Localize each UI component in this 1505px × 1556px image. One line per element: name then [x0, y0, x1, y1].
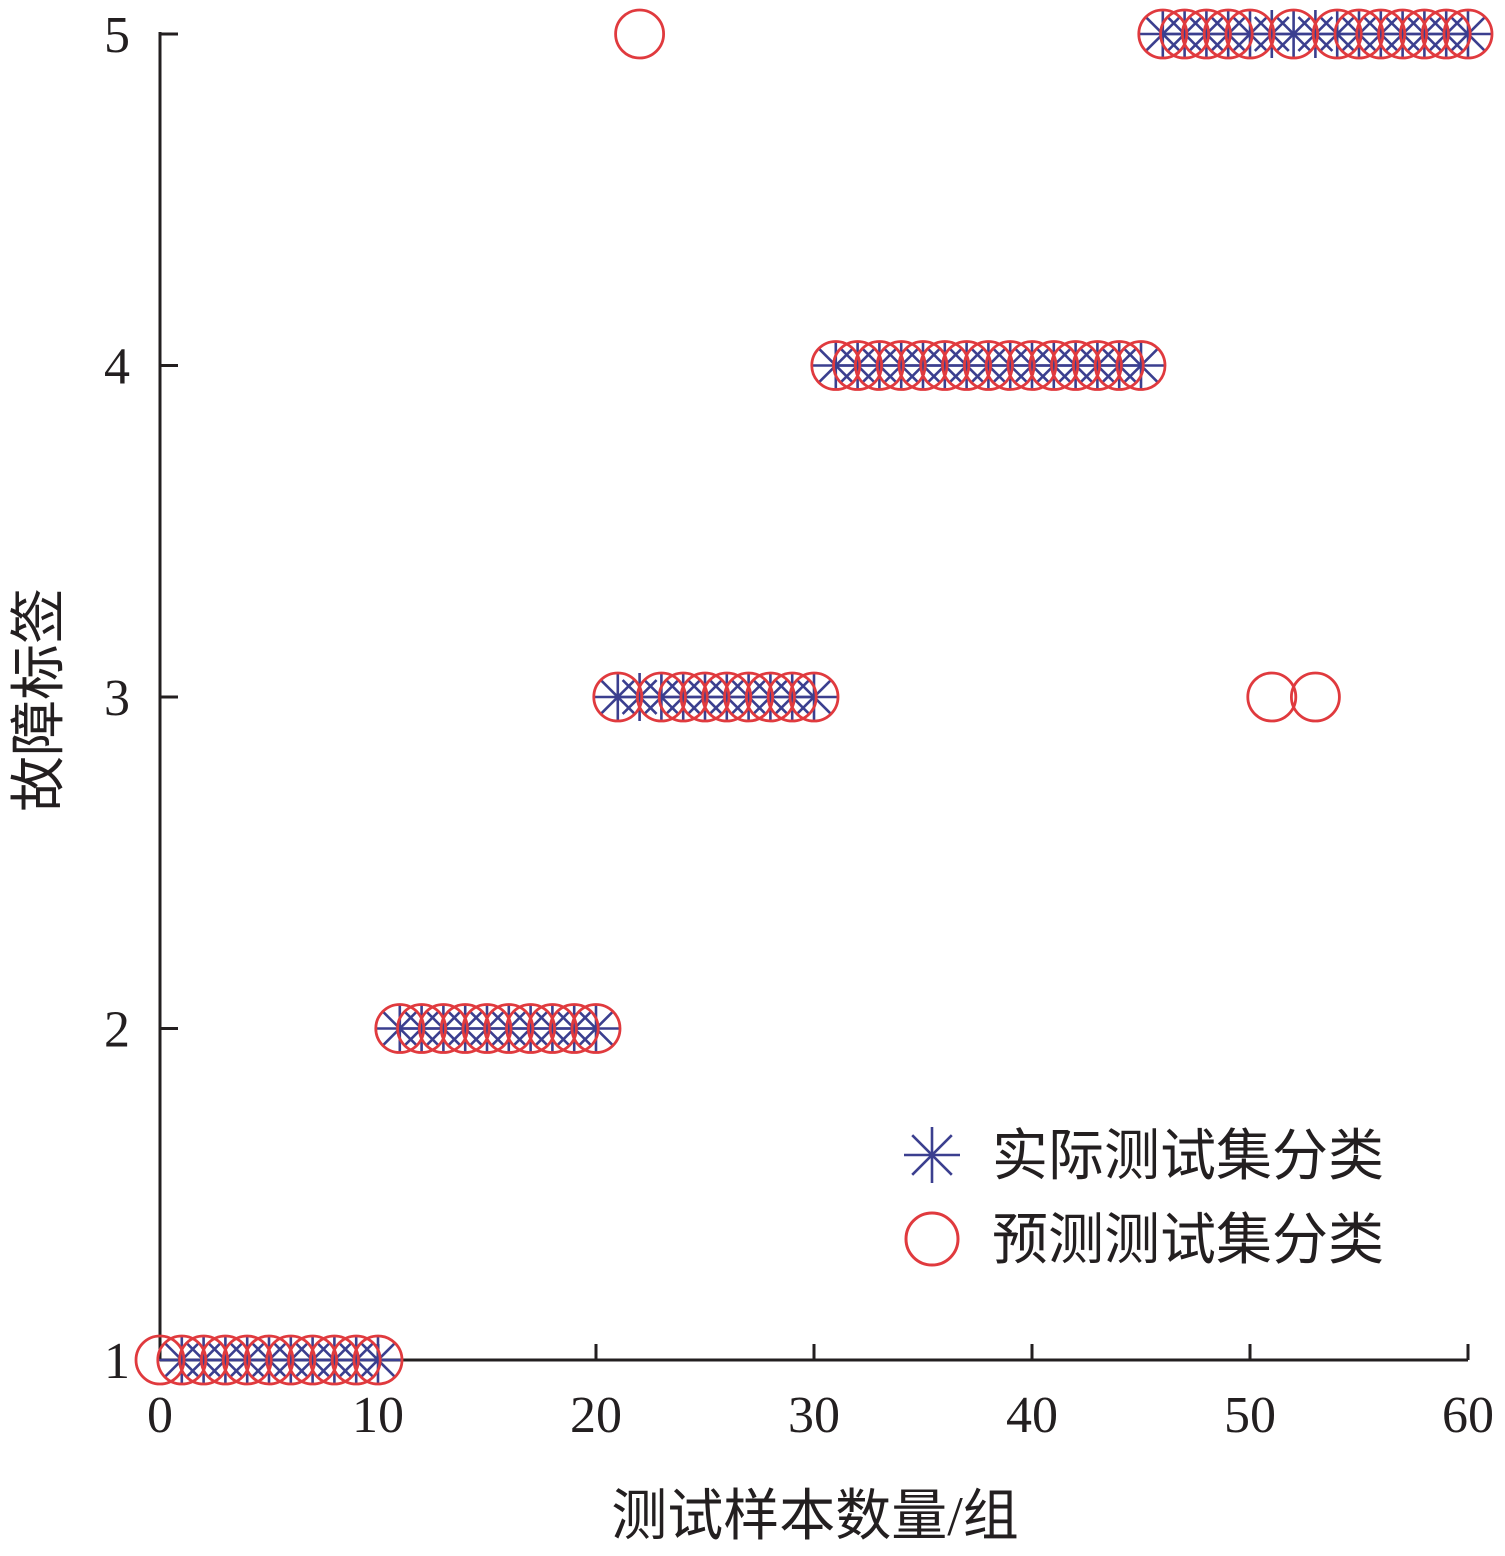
- x-axis-label: 测试样本数量/组: [611, 1486, 1019, 1548]
- data-point-circle: [984, 340, 1036, 391]
- axes: 0 10 20 30 40 50 60 1 2 3 4 5: [104, 7, 1494, 1444]
- data-point-circle: [199, 1334, 251, 1386]
- chart-marks: [134, 8, 1494, 1386]
- data-point-circle: [221, 1334, 273, 1386]
- data-point-asterisk: [354, 1336, 402, 1384]
- data-point-circle: [1181, 8, 1232, 60]
- x-tick-label: 20: [570, 1387, 622, 1444]
- data-point-circle: [636, 671, 687, 723]
- legend-entry-label: 实际测试集分类: [992, 1126, 1384, 1188]
- data-point-circle: [1246, 671, 1298, 723]
- y-tick-label: 2: [104, 1002, 130, 1059]
- y-tick-label: 5: [104, 7, 130, 64]
- actual-series: [157, 10, 1492, 1384]
- data-point-circle: [1006, 340, 1058, 391]
- y-tick-label: 4: [104, 339, 130, 396]
- data-point-circle: [592, 671, 644, 723]
- x-tick-label: 40: [1006, 1387, 1058, 1444]
- data-point-circle: [1442, 8, 1494, 60]
- data-point-circle: [1355, 8, 1407, 60]
- data-point-circle: [548, 1003, 600, 1054]
- data-point-circle: [723, 671, 774, 723]
- data-point-circle: [897, 340, 949, 391]
- data-point-circle: [766, 671, 818, 723]
- data-point-circle: [745, 671, 796, 723]
- data-point-circle: [396, 1003, 448, 1054]
- data-point-circle: [1028, 340, 1080, 391]
- data-point-circle: [1290, 671, 1341, 723]
- data-point-circle: [701, 671, 753, 723]
- data-point-circle: [919, 340, 971, 391]
- data-point-circle: [483, 1003, 535, 1054]
- data-point-circle: [505, 1003, 556, 1054]
- data-point-circle: [439, 1003, 491, 1054]
- data-point-asterisk: [572, 1004, 620, 1053]
- y-tick-label: 3: [104, 670, 130, 727]
- data-point-circle: [854, 340, 905, 391]
- data-point-circle: [1224, 8, 1276, 60]
- data-point-circle: [417, 1003, 469, 1054]
- y-tick-label: 1: [104, 1333, 130, 1390]
- data-point-circle: [963, 340, 1014, 391]
- legend-entry-label: 预测测试集分类: [992, 1210, 1384, 1272]
- data-point-circle: [875, 340, 927, 391]
- x-tick-label: 10: [352, 1387, 404, 1444]
- legend-asterisk-icon: [904, 1127, 960, 1183]
- data-point-circle: [832, 340, 883, 391]
- data-point-circle: [1377, 8, 1428, 60]
- data-point-circle: [134, 1334, 186, 1386]
- data-point-circle: [679, 671, 731, 723]
- data-point-circle: [1333, 8, 1385, 60]
- data-point-circle: [156, 1334, 208, 1386]
- data-point-circle: [570, 1003, 622, 1054]
- data-point-circle: [461, 1003, 513, 1054]
- data-point-circle: [1115, 340, 1167, 391]
- data-point-circle: [1268, 8, 1319, 60]
- data-point-asterisk: [1117, 341, 1165, 390]
- data-point-circle: [352, 1334, 404, 1386]
- data-point-circle: [265, 1334, 317, 1386]
- data-point-circle: [374, 1003, 426, 1054]
- data-point-circle: [1050, 340, 1101, 391]
- predicted-series: [134, 8, 1494, 1386]
- data-point-circle: [1072, 340, 1123, 391]
- data-point-circle: [287, 1334, 339, 1386]
- x-tick-label: 0: [147, 1387, 173, 1444]
- data-point-circle: [788, 671, 840, 723]
- data-point-circle: [1159, 8, 1210, 60]
- data-point-circle: [1202, 8, 1254, 60]
- data-point-circle: [527, 1003, 578, 1054]
- data-point-circle: [330, 1334, 382, 1386]
- data-point-circle: [614, 8, 665, 60]
- data-point-circle: [178, 1334, 230, 1386]
- data-point-circle: [243, 1334, 295, 1386]
- data-point-circle: [941, 340, 992, 391]
- data-point-asterisk: [1444, 10, 1492, 58]
- data-point-circle: [810, 340, 862, 391]
- data-point-circle: [1093, 340, 1145, 391]
- data-point-circle: [308, 1334, 360, 1386]
- x-tick-label: 50: [1224, 1387, 1276, 1444]
- data-point-circle: [1399, 8, 1450, 60]
- legend-circle-icon: [904, 1211, 960, 1267]
- data-point-circle: [1137, 8, 1189, 60]
- data-point-circle: [1311, 8, 1363, 60]
- x-tick-label: 30: [788, 1387, 840, 1444]
- data-point-circle: [657, 671, 709, 723]
- y-axis-label: 故障标签: [9, 588, 71, 812]
- x-tick-label: 60: [1442, 1387, 1494, 1444]
- data-point-circle: [1420, 8, 1472, 60]
- data-point-asterisk: [790, 673, 838, 721]
